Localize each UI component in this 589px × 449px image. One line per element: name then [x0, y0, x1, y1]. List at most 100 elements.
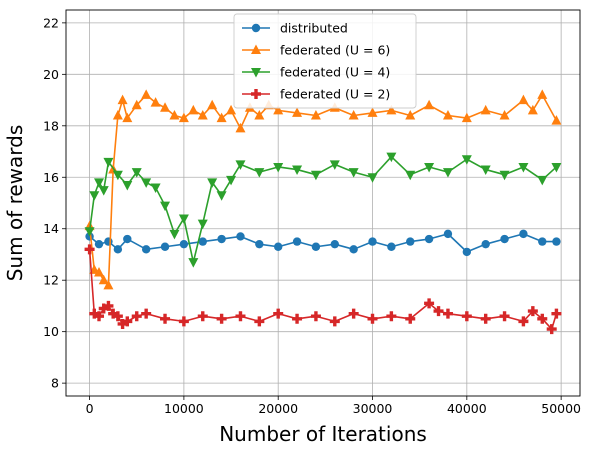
- legend-box: [233, 13, 417, 109]
- data-point: [254, 316, 265, 327]
- data-point: [481, 239, 490, 249]
- data-point: [141, 178, 152, 188]
- data-point: [461, 155, 472, 165]
- data-point: [292, 165, 303, 176]
- series-federated-u-4: [84, 152, 562, 268]
- data-point: [480, 165, 491, 176]
- data-point: [348, 110, 359, 120]
- data-point: [551, 308, 562, 319]
- data-point: [537, 313, 548, 324]
- x-tick-label: 20000: [258, 401, 298, 416]
- data-point: [131, 99, 142, 110]
- data-point: [518, 316, 529, 327]
- series-line: [89, 233, 557, 253]
- legend: distributed federated (U = 6) federated (U…: [233, 13, 417, 109]
- data-point: [310, 311, 321, 322]
- data-point: [235, 160, 246, 170]
- data-point: [123, 234, 132, 244]
- data-point: [406, 237, 415, 246]
- x-tick-label: 0: [86, 401, 94, 416]
- data-point: [538, 237, 547, 246]
- data-point: [527, 306, 538, 317]
- data-point: [330, 239, 339, 249]
- data-point: [207, 178, 218, 188]
- data-point: [461, 311, 472, 322]
- legend-label: federated (U = 6): [280, 43, 390, 58]
- data-point: [178, 112, 189, 123]
- data-point: [108, 308, 119, 319]
- data-point: [499, 311, 510, 322]
- data-point: [367, 173, 378, 183]
- data-point: [348, 308, 359, 319]
- data-point: [169, 229, 180, 240]
- data-point: [131, 168, 142, 178]
- data-point: [546, 324, 557, 335]
- data-point: [141, 245, 151, 254]
- data-point: [188, 104, 199, 115]
- data-point: [160, 242, 170, 251]
- data-point: [442, 168, 453, 178]
- data-point: [405, 110, 416, 120]
- data-point: [424, 99, 435, 110]
- data-point: [131, 311, 142, 322]
- legend-marker: [251, 68, 261, 78]
- data-point: [500, 234, 509, 244]
- data-point: [273, 308, 284, 319]
- data-point: [103, 300, 114, 311]
- data-point: [178, 214, 189, 224]
- data-point: [197, 311, 208, 322]
- y-tick-label: 22: [43, 15, 59, 30]
- x-tick-label: 30000: [353, 401, 393, 416]
- data-point: [94, 239, 104, 249]
- data-point: [480, 104, 491, 115]
- y-tick-label: 12: [43, 273, 59, 288]
- data-point: [160, 201, 171, 212]
- data-point: [178, 316, 189, 327]
- data-point: [94, 266, 105, 277]
- data-point: [141, 89, 152, 99]
- data-point: [273, 104, 284, 115]
- data-point: [424, 234, 434, 244]
- data-point: [367, 107, 378, 117]
- data-point: [112, 170, 123, 181]
- data-point: [499, 110, 510, 120]
- y-tick-label: 18: [43, 118, 59, 133]
- data-point: [112, 311, 123, 322]
- data-point: [405, 313, 416, 324]
- data-point: [292, 313, 303, 324]
- data-point: [89, 308, 100, 319]
- data-point: [310, 170, 321, 181]
- data-point: [150, 183, 161, 194]
- data-point: [179, 239, 189, 249]
- data-point: [329, 316, 340, 327]
- legend-marker: [251, 44, 261, 54]
- data-point: [254, 168, 265, 178]
- data-point: [386, 311, 397, 322]
- data-point: [433, 306, 444, 317]
- data-point: [89, 191, 100, 201]
- x-tick-label: 40000: [447, 401, 487, 416]
- y-tick-label: 14: [43, 221, 59, 236]
- data-point: [98, 186, 109, 196]
- data-point: [169, 110, 180, 120]
- data-point: [386, 104, 397, 115]
- data-point: [518, 94, 529, 105]
- data-point: [254, 110, 265, 120]
- data-point: [348, 168, 359, 178]
- data-point: [292, 237, 302, 246]
- data-point: [84, 244, 95, 255]
- data-point: [551, 162, 562, 173]
- legend-item: federated (U = 6): [242, 43, 390, 58]
- data-point: [349, 245, 358, 254]
- legend-item: federated (U = 2): [242, 87, 390, 102]
- data-point: [255, 239, 264, 249]
- legend-label: federated (U = 4): [280, 65, 390, 80]
- data-point: [197, 110, 208, 120]
- data-point: [518, 162, 529, 173]
- data-point: [387, 242, 396, 251]
- data-point: [141, 308, 152, 319]
- data-point: [122, 316, 133, 327]
- data-point: [368, 237, 377, 246]
- legend-label: distributed: [280, 21, 348, 36]
- data-point: [94, 311, 105, 322]
